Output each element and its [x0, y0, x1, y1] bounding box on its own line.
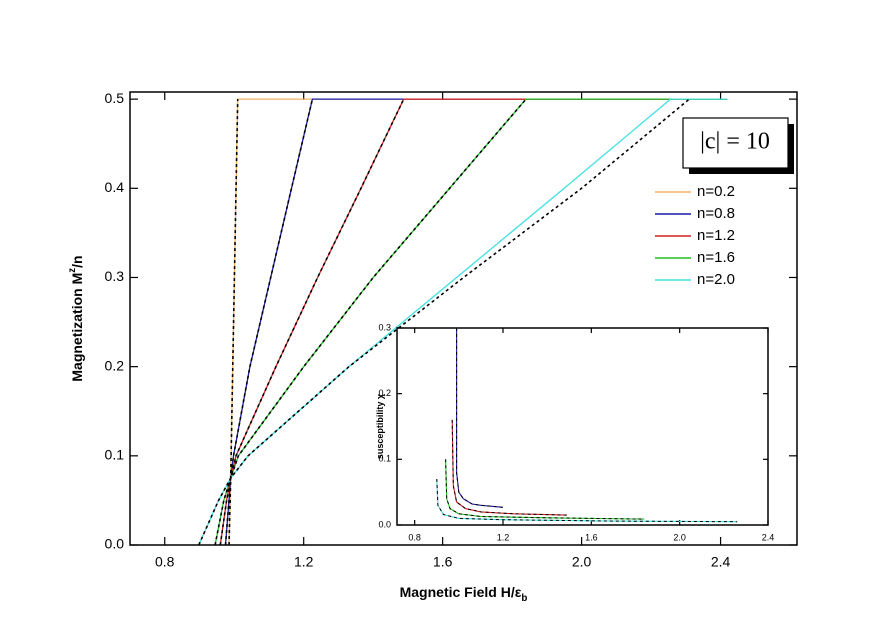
- x-tick-label: 1.6: [433, 554, 453, 570]
- dashed-line: [214, 98, 527, 546]
- y-tick-label: 0.5: [105, 90, 125, 106]
- legend-label: n=2.0: [697, 271, 735, 288]
- y-axis-label-part: susceptibility χ: [375, 393, 385, 459]
- annotation-box: [682, 117, 789, 169]
- x-tick-label: 0.8: [408, 532, 421, 542]
- x-tick-label: 0.8: [155, 554, 175, 570]
- y-axis-label-part: Magnetization M: [69, 273, 85, 382]
- dashed-line: [224, 98, 314, 546]
- y-tick-label: 0.1: [105, 447, 125, 463]
- dashed-line: [456, 328, 504, 508]
- y-axis-label: susceptibility χ: [375, 393, 385, 459]
- y-tick-label: 0.3: [378, 322, 391, 332]
- y-axis-label-part: z: [67, 268, 78, 273]
- y-tick-label: 0.2: [105, 357, 125, 373]
- y-axis-label: Magnetization Mz/n: [67, 255, 85, 381]
- legend-label: n=0.2: [697, 183, 735, 200]
- x-axis-label-part: Magnetic Field H/ε: [400, 584, 522, 600]
- y-tick-label: 0.0: [378, 519, 391, 529]
- dashed-line: [445, 459, 645, 520]
- y-tick-label: 0.2: [378, 388, 391, 398]
- x-tick-label: 1.2: [497, 532, 510, 542]
- dashed-line: [198, 98, 690, 546]
- y-tick-label: 0.0: [105, 536, 125, 552]
- y-tick-label: 0.3: [105, 268, 125, 284]
- y-tick-label: 0.1: [378, 454, 391, 464]
- x-tick-label: 1.2: [294, 554, 314, 570]
- x-tick-label: 2.4: [762, 532, 775, 542]
- x-tick-label: 1.6: [585, 532, 598, 542]
- x-axis-label-part: b: [521, 593, 527, 604]
- annotation: |c| = 10: [700, 129, 770, 155]
- dashed-line: [219, 98, 405, 546]
- series-line: [451, 419, 568, 516]
- legend-label: n=0.8: [697, 205, 735, 222]
- y-axis-label-part: /n: [69, 255, 85, 267]
- legend-label: n=1.2: [697, 227, 735, 244]
- x-tick-label: 2.0: [673, 532, 686, 542]
- x-tick-label: 2.0: [572, 554, 592, 570]
- dashed-line: [436, 478, 738, 523]
- legend-label: n=1.6: [697, 249, 735, 266]
- x-axis-label: Magnetic Field H/εb: [400, 584, 528, 604]
- y-tick-label: 0.4: [105, 179, 125, 195]
- x-tick-label: 2.4: [711, 554, 731, 570]
